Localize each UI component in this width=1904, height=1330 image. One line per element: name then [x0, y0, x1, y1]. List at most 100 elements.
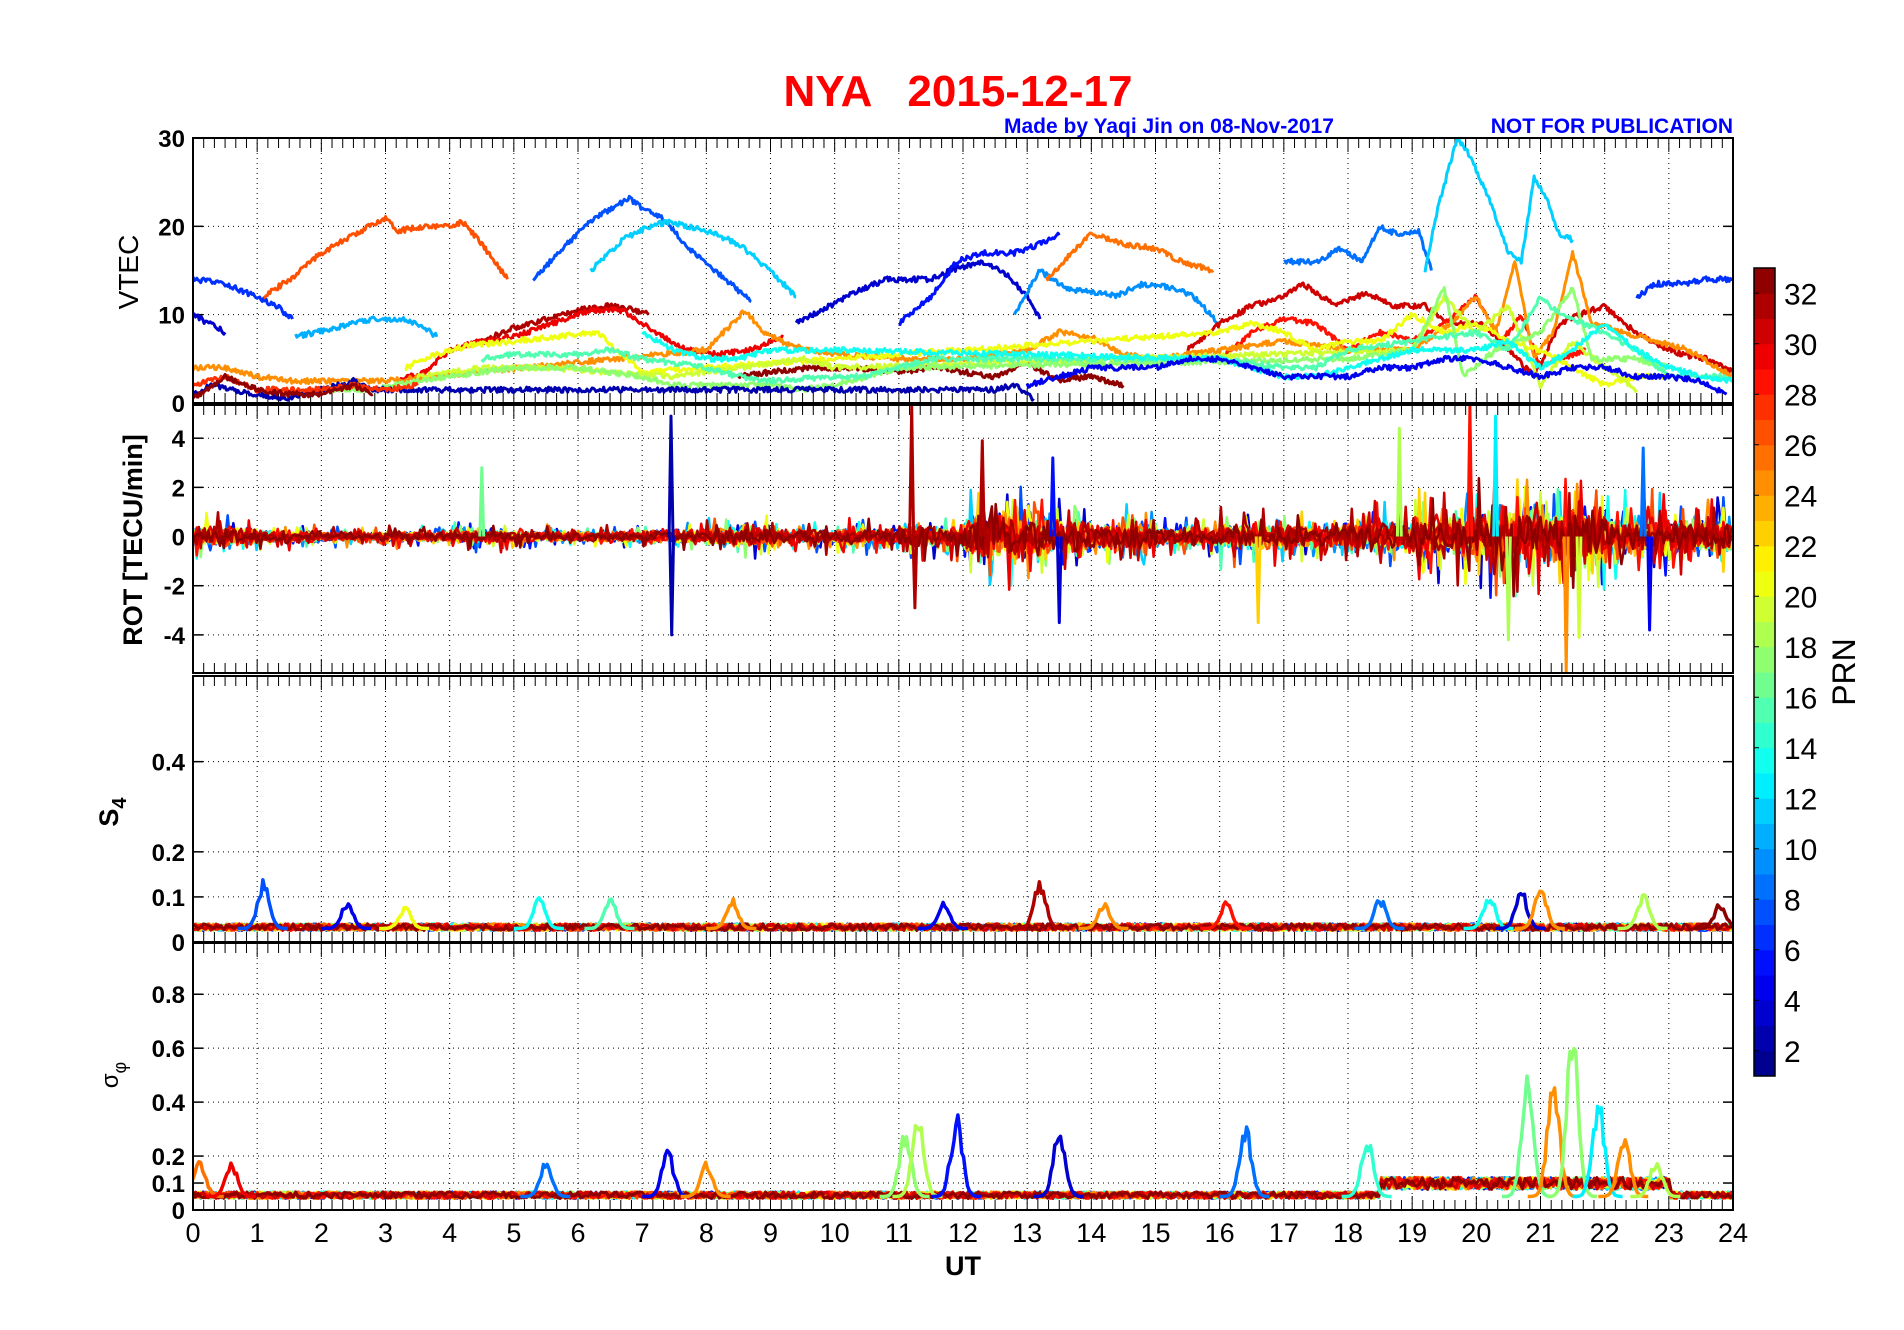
colorbar-swatch — [1754, 823, 1775, 850]
colorbar-swatch — [1754, 646, 1775, 673]
x-tick-label: 12 — [948, 1218, 978, 1248]
series-line-prn-15 — [584, 897, 635, 931]
colorbar-swatch — [1754, 470, 1775, 496]
colorbar-tick-label: 32 — [1784, 278, 1817, 311]
x-tick-label: 9 — [763, 1218, 778, 1248]
colorbar-swatch — [1754, 318, 1775, 345]
y-tick-label: 2 — [172, 475, 185, 502]
axes-frame — [192, 137, 1734, 404]
series-line-prn-17 — [879, 1134, 930, 1199]
y-tick-label: 4 — [172, 426, 186, 453]
series-line-prn-12 — [1492, 414, 1499, 537]
series-line-prn-4 — [1025, 354, 1728, 396]
series-group — [193, 1046, 1733, 1200]
series-line-prn-18 — [1395, 426, 1403, 537]
series-line-prn-18 — [1630, 1161, 1681, 1199]
colorbar-swatch — [1754, 268, 1775, 294]
colorbar-swatch — [1754, 747, 1775, 774]
series-line-prn-32 — [193, 372, 374, 400]
series-line-prn-11 — [589, 218, 797, 299]
colorbar-tick-label: 20 — [1784, 581, 1817, 614]
series-line-prn-32 — [193, 1175, 1733, 1200]
colorbar-swatch — [1754, 571, 1775, 597]
colorbar-swatch — [1754, 444, 1775, 471]
series-line-prn-24 — [1078, 902, 1129, 931]
series-line-prn-18 — [1505, 536, 1512, 642]
series-line-prn-5 — [1049, 456, 1057, 537]
series-line-prn-12 — [1572, 1104, 1623, 1199]
colorbar-swatch — [1754, 899, 1775, 925]
series-line-prn-25 — [1045, 231, 1215, 282]
x-tick-label: 7 — [635, 1218, 650, 1248]
x-tick-label: 23 — [1654, 1218, 1684, 1248]
colorbar-tick-label: 14 — [1784, 733, 1817, 766]
colorbar-swatch — [1754, 369, 1775, 395]
colorbar-swatch — [1754, 495, 1775, 521]
colorbar-swatch — [1754, 874, 1775, 900]
y-tick-label: 0.4 — [152, 1090, 186, 1117]
y-tick-label: -4 — [164, 623, 186, 650]
y-tick-label: 0.8 — [152, 982, 185, 1009]
series-line-prn-17 — [320, 286, 1671, 394]
svg-text:σφ: σφ — [97, 1062, 130, 1088]
series-group — [193, 405, 1733, 673]
series-line-prn-13 — [513, 895, 564, 931]
axes-frame — [192, 404, 1734, 674]
x-tick-label: 8 — [699, 1218, 714, 1248]
series-line-prn-11 — [1423, 138, 1574, 273]
series-line-prn-4 — [1646, 536, 1653, 632]
x-tick-label: 21 — [1525, 1218, 1555, 1248]
x-tick-label: 4 — [442, 1218, 457, 1248]
colorbar-swatch — [1754, 697, 1775, 723]
x-tick-label: 2 — [314, 1218, 329, 1248]
x-tick-label: 15 — [1140, 1218, 1170, 1248]
colorbar-swatch — [1754, 722, 1775, 749]
x-tick-label: 0 — [185, 1218, 200, 1248]
x-tick-label: 13 — [1012, 1218, 1042, 1248]
series-line-prn-24 — [1527, 1086, 1578, 1199]
x-tick-label: 24 — [1718, 1218, 1748, 1248]
series-line-prn-13 — [641, 323, 1733, 384]
series-line-prn-17 — [1546, 1046, 1598, 1199]
series-group — [193, 138, 1733, 402]
colorbar-tick-label: 12 — [1784, 783, 1817, 816]
series-line-prn-31 — [908, 405, 916, 537]
s4-ylabel: S4 — [94, 797, 131, 827]
figure-title: NYA 2015-12-17 — [784, 67, 1133, 116]
colorbar-frame — [1753, 267, 1776, 1077]
colorbar-tick-label: 26 — [1784, 430, 1817, 463]
series-line-prn-30 — [193, 1176, 1733, 1200]
series-line-prn-2 — [667, 414, 675, 537]
panel-s4: 0 0.1 0.2 0.4 — [152, 675, 1734, 957]
series-line-prn-2 — [193, 377, 1035, 402]
y-tick-label: 0.2 — [152, 1144, 185, 1171]
colorbar-swatch — [1754, 621, 1775, 648]
series-line-prn-8 — [1639, 446, 1647, 537]
colorbar-swatch — [1754, 949, 1775, 976]
series-line-prn-8 — [1219, 1125, 1270, 1199]
colorbar-swatch — [1754, 924, 1775, 951]
axes-frame — [192, 942, 1734, 1211]
colorbar-tick-label: 18 — [1784, 632, 1817, 665]
colorbar-tick-label: 28 — [1784, 379, 1817, 412]
x-tick-label: 1 — [250, 1218, 265, 1248]
panel-rot: -4 -2 0 2 4 — [164, 404, 1734, 674]
y-tick-label: -2 — [164, 574, 185, 601]
series-line-prn-32 — [193, 476, 1733, 598]
panel-vtec: 0 10 20 30 — [158, 126, 1734, 418]
colorbar-tick-label: 2 — [1784, 1036, 1801, 1069]
colorbar-tick-label: 16 — [1784, 682, 1817, 715]
panel-sigma_phi: 00.10.20.40.60.80 1 2 3 4 5 6 7 8 9 10 11 12 13 14 15 16… — [152, 942, 1748, 1248]
colorbar-tick-label: 4 — [1784, 985, 1801, 1018]
series-line-prn-7 — [532, 194, 752, 303]
series-line-prn-6 — [193, 276, 294, 320]
series-line-prn-24 — [680, 1160, 731, 1199]
series-line-prn-19 — [1575, 536, 1583, 639]
series-line-prn-24 — [706, 897, 757, 931]
x-tick-label: 17 — [1269, 1218, 1299, 1248]
series-line-prn-24 — [1514, 889, 1565, 931]
series-line-prn-8 — [1354, 899, 1405, 931]
not-for-publication-text: NOT FOR PUBLICATION — [1491, 115, 1733, 138]
series-line-prn-16 — [478, 466, 486, 537]
